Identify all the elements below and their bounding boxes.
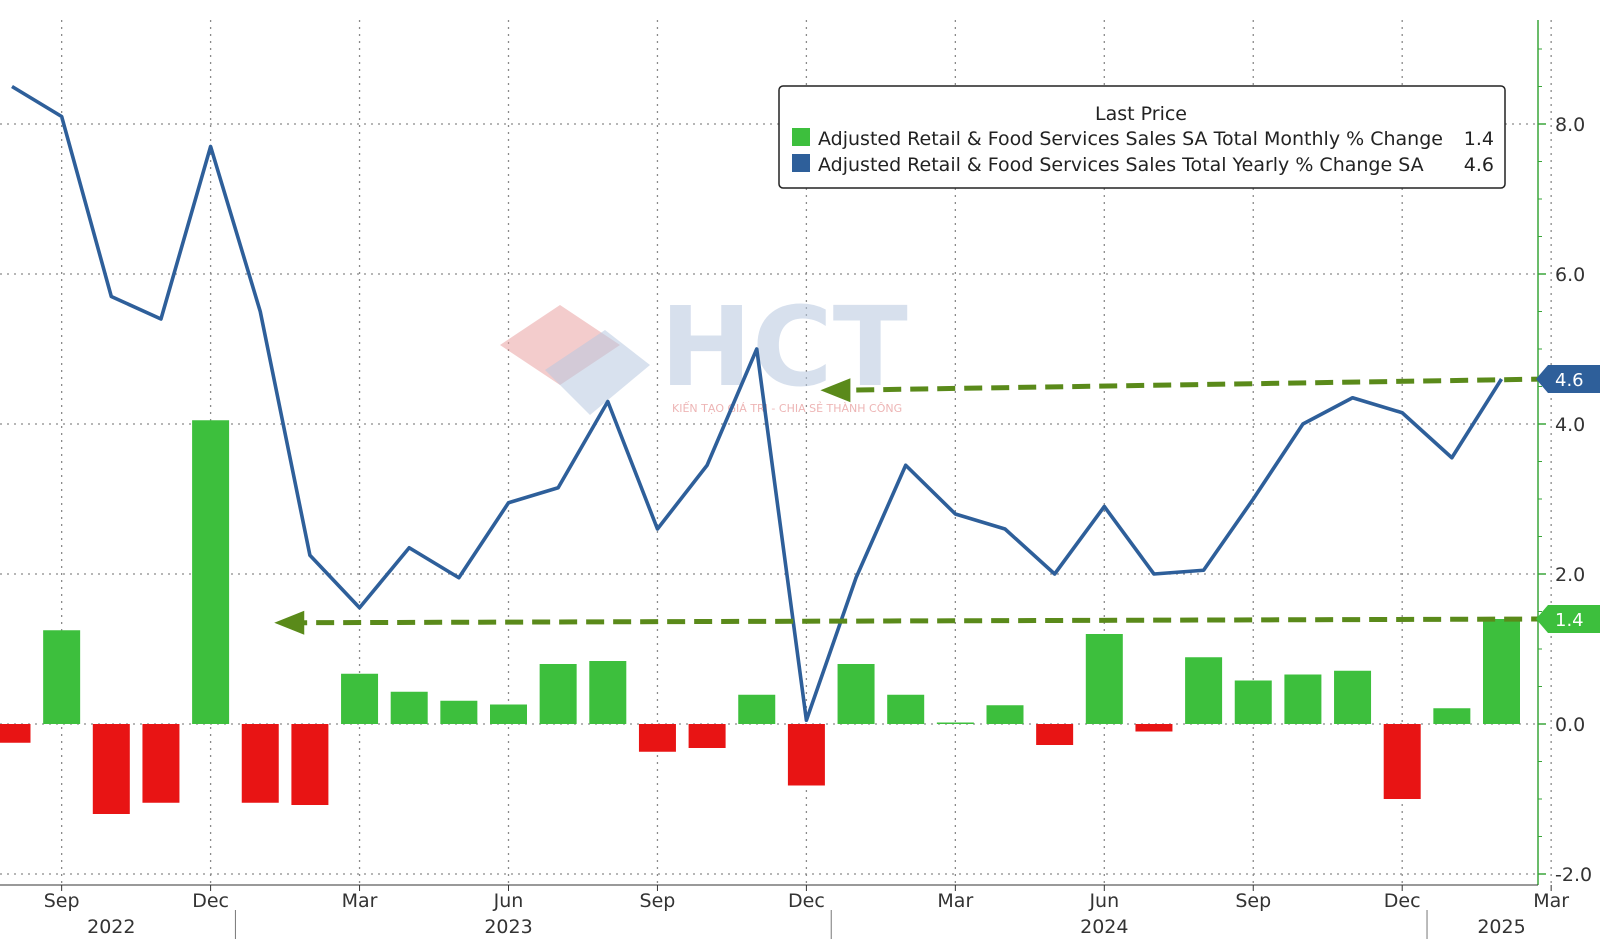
y-axis-tick-label: 8.0 — [1555, 114, 1585, 136]
monthly-change-bar — [1085, 634, 1123, 724]
monthly-change-bar — [1483, 619, 1520, 724]
monthly-change-bar — [1383, 724, 1421, 799]
monthly-change-bar — [192, 420, 230, 724]
monthly-change-bar — [241, 724, 279, 803]
monthly-change-bar — [539, 664, 577, 724]
legend-label-monthly: Adjusted Retail & Food Services Sales SA… — [818, 128, 1443, 150]
monthly-change-bar — [986, 705, 1024, 724]
monthly-change-bar — [1234, 680, 1272, 724]
x-axis-year-label: 2023 — [484, 916, 532, 938]
monthly-change-bar — [1135, 724, 1173, 732]
monthly-change-bar — [1185, 657, 1223, 724]
x-axis-tick-label: Mar — [342, 890, 378, 912]
annotation-arrows — [274, 373, 1556, 635]
monthly-change-bar — [440, 700, 478, 724]
x-axis-year-label: 2024 — [1080, 916, 1128, 938]
monthly-change-bar — [291, 724, 329, 805]
legend-value-monthly: 1.4 — [1464, 128, 1494, 150]
monthly-change-bars — [0, 420, 1520, 814]
annotation-arrow-line — [294, 616, 1550, 626]
monthly-change-bar — [638, 724, 676, 752]
monthly-change-bar — [936, 722, 974, 724]
x-axis-tick-label: Sep — [640, 890, 676, 912]
x-axis: Sep Dec Mar Jun Sep Dec Mar Jun Sep Dec Mar 2022 202… — [0, 884, 1569, 939]
x-axis-tick-label: Dec — [788, 890, 825, 912]
x-axis-tick-label: Dec — [1384, 890, 1421, 912]
x-axis-tick-label: Mar — [937, 890, 973, 912]
y-axis-tick-label: 4.0 — [1555, 414, 1585, 436]
y-axis-tick-label: 0.0 — [1555, 714, 1585, 736]
monthly-change-bar — [589, 661, 627, 724]
monthly-change-bar — [490, 704, 527, 724]
monthly-change-bar — [887, 694, 925, 724]
x-axis-tick-label: Dec — [192, 890, 229, 912]
x-axis-tick-label: Jun — [493, 890, 524, 912]
monthly-change-bar — [341, 673, 379, 724]
monthly-change-bar — [0, 724, 31, 743]
x-axis-year-label: 2022 — [87, 916, 135, 938]
monthly-change-bar — [837, 664, 875, 724]
last-value-tag — [1536, 605, 1600, 633]
y-axis: -2.0 0.0 2.0 4.0 6.0 8.0 — [1537, 20, 1592, 886]
legend-label-yearly: Adjusted Retail & Food Services Sales To… — [818, 154, 1424, 176]
yearly-change-line-path — [11, 84, 1504, 723]
watermark-logo-blue — [545, 330, 650, 415]
last-value-tag-label: 4.6 — [1555, 370, 1584, 391]
x-axis-tick-label: Jun — [1088, 890, 1119, 912]
yearly-change-line — [11, 84, 1504, 723]
monthly-change-bar — [390, 691, 428, 724]
x-axis-year-label: 2025 — [1477, 916, 1525, 938]
y-axis-tick-label: 2.0 — [1555, 564, 1585, 586]
last-value-tag — [1536, 365, 1600, 393]
last-value-tag-label: 1.4 — [1555, 610, 1584, 631]
monthly-change-bar — [787, 724, 825, 786]
legend-value-yearly: 4.6 — [1464, 154, 1494, 176]
monthly-change-bar — [688, 724, 726, 748]
x-axis-tick-label: Sep — [1235, 890, 1271, 912]
last-value-tags: 4.6 1.4 — [1536, 365, 1600, 633]
monthly-change-bar — [43, 630, 81, 724]
monthly-change-bar — [92, 724, 130, 814]
y-axis-tick-label: 6.0 — [1555, 264, 1585, 286]
watermark-subtext: KIẾN TẠO GIÁ TRỊ - CHIA SẺ THÀNH CÔNG — [672, 401, 902, 415]
y-axis-tick-label: -2.0 — [1555, 864, 1592, 886]
monthly-change-bar — [738, 694, 776, 724]
legend-title: Last Price — [1095, 103, 1187, 125]
legend-swatch-yearly — [792, 154, 810, 172]
x-axis-tick-label: Sep — [44, 890, 80, 912]
monthly-change-bar — [1334, 670, 1372, 724]
annotation-arrow-head — [274, 610, 305, 635]
monthly-change-bar — [142, 724, 180, 803]
legend-swatch-monthly — [792, 128, 810, 146]
monthly-change-bar — [1433, 708, 1471, 724]
monthly-change-bar — [1036, 724, 1074, 745]
legend-box — [778, 85, 1506, 189]
annotation-arrow-line — [840, 376, 1550, 393]
monthly-change-bar — [1284, 674, 1322, 724]
x-axis-tick-label: Mar — [1533, 890, 1569, 912]
legend: Last Price Adjusted Retail & Food Servic… — [778, 85, 1506, 189]
annotation-arrow-head — [820, 378, 851, 403]
